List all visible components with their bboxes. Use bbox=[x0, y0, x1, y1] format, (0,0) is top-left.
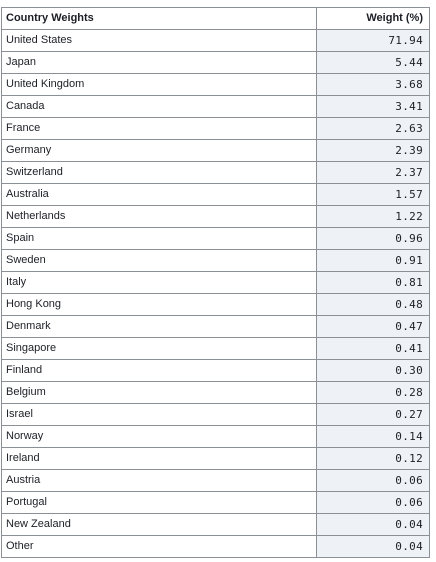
table-row: Sweden 0.91 bbox=[1, 249, 430, 272]
weight-cell: 0.04 bbox=[316, 535, 430, 558]
weight-cell: 2.63 bbox=[316, 117, 430, 140]
table-row: New Zealand 0.04 bbox=[1, 513, 430, 536]
weight-cell: 3.68 bbox=[316, 73, 430, 96]
country-cell: Spain bbox=[1, 227, 317, 250]
country-cell: Norway bbox=[1, 425, 317, 448]
country-cell: Italy bbox=[1, 271, 317, 294]
country-cell: Singapore bbox=[1, 337, 317, 360]
table-row: Singapore 0.41 bbox=[1, 337, 430, 360]
weight-cell: 0.96 bbox=[316, 227, 430, 250]
weight-cell: 0.48 bbox=[316, 293, 430, 316]
country-cell: Japan bbox=[1, 51, 317, 74]
country-cell: United States bbox=[1, 29, 317, 52]
country-cell: Hong Kong bbox=[1, 293, 317, 316]
weight-cell: 0.41 bbox=[316, 337, 430, 360]
country-cell: Portugal bbox=[1, 491, 317, 514]
country-weights-table: Country Weights Weight (%) United States… bbox=[1, 7, 430, 558]
table-row: Italy 0.81 bbox=[1, 271, 430, 294]
table-row: Denmark 0.47 bbox=[1, 315, 430, 338]
country-cell: Other bbox=[1, 535, 317, 558]
table-row: France 2.63 bbox=[1, 117, 430, 140]
weight-cell: 5.44 bbox=[316, 51, 430, 74]
country-cell: Australia bbox=[1, 183, 317, 206]
table-row: Australia 1.57 bbox=[1, 183, 430, 206]
table-row: Ireland 0.12 bbox=[1, 447, 430, 470]
weight-cell: 1.22 bbox=[316, 205, 430, 228]
country-cell: France bbox=[1, 117, 317, 140]
country-cell: Finland bbox=[1, 359, 317, 382]
weight-cell: 0.30 bbox=[316, 359, 430, 382]
country-cell: United Kingdom bbox=[1, 73, 317, 96]
weight-cell: 3.41 bbox=[316, 95, 430, 118]
country-cell: Netherlands bbox=[1, 205, 317, 228]
table-row: Austria 0.06 bbox=[1, 469, 430, 492]
table-row: United Kingdom 3.68 bbox=[1, 73, 430, 96]
country-cell: Belgium bbox=[1, 381, 317, 404]
table-row: Spain 0.96 bbox=[1, 227, 430, 250]
table-body: United States 71.94 Japan 5.44 United Kingdo… bbox=[1, 29, 430, 558]
weight-cell: 2.39 bbox=[316, 139, 430, 162]
country-cell: Denmark bbox=[1, 315, 317, 338]
weight-cell: 0.91 bbox=[316, 249, 430, 272]
table-row: Other 0.04 bbox=[1, 535, 430, 558]
table-row: United States 71.94 bbox=[1, 29, 430, 52]
table-row: Israel 0.27 bbox=[1, 403, 430, 426]
weight-cell: 0.27 bbox=[316, 403, 430, 426]
table-row: Japan 5.44 bbox=[1, 51, 430, 74]
country-cell: Ireland bbox=[1, 447, 317, 470]
weight-cell: 2.37 bbox=[316, 161, 430, 184]
header-country-weights: Country Weights bbox=[1, 7, 317, 30]
table-row: Norway 0.14 bbox=[1, 425, 430, 448]
weight-cell: 71.94 bbox=[316, 29, 430, 52]
weight-cell: 0.06 bbox=[316, 469, 430, 492]
country-cell: Switzerland bbox=[1, 161, 317, 184]
country-cell: Germany bbox=[1, 139, 317, 162]
country-cell: New Zealand bbox=[1, 513, 317, 536]
table-row: Netherlands 1.22 bbox=[1, 205, 430, 228]
weight-cell: 0.47 bbox=[316, 315, 430, 338]
table-row: Switzerland 2.37 bbox=[1, 161, 430, 184]
table-row: Portugal 0.06 bbox=[1, 491, 430, 514]
table-row: Finland 0.30 bbox=[1, 359, 430, 382]
country-cell: Sweden bbox=[1, 249, 317, 272]
weight-cell: 0.04 bbox=[316, 513, 430, 536]
weight-cell: 0.81 bbox=[316, 271, 430, 294]
table-header-row: Country Weights Weight (%) bbox=[1, 7, 430, 30]
weight-cell: 0.14 bbox=[316, 425, 430, 448]
weight-cell: 0.12 bbox=[316, 447, 430, 470]
table-row: Germany 2.39 bbox=[1, 139, 430, 162]
country-weights-table-container: Country Weights Weight (%) United States… bbox=[1, 7, 430, 558]
table-row: Belgium 0.28 bbox=[1, 381, 430, 404]
country-cell: Israel bbox=[1, 403, 317, 426]
country-cell: Austria bbox=[1, 469, 317, 492]
header-weight-percent: Weight (%) bbox=[316, 7, 430, 30]
weight-cell: 0.06 bbox=[316, 491, 430, 514]
table-row: Hong Kong 0.48 bbox=[1, 293, 430, 316]
weight-cell: 0.28 bbox=[316, 381, 430, 404]
country-cell: Canada bbox=[1, 95, 317, 118]
table-row: Canada 3.41 bbox=[1, 95, 430, 118]
weight-cell: 1.57 bbox=[316, 183, 430, 206]
